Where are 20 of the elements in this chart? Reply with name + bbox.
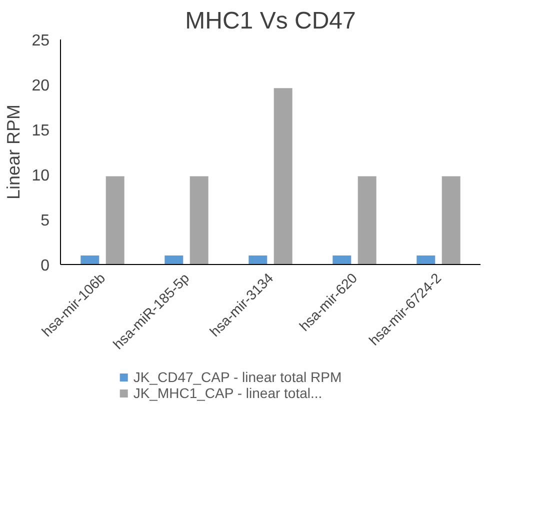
bar <box>190 176 208 264</box>
y-tick-label: 15 <box>32 122 50 140</box>
bar <box>332 256 352 264</box>
bar <box>416 256 436 264</box>
chart-title: MHC1 Vs CD47 <box>185 8 356 34</box>
bar <box>442 176 460 264</box>
bar <box>358 176 376 264</box>
bar <box>164 256 184 264</box>
bar <box>248 256 268 264</box>
y-tick-label: 5 <box>40 212 50 230</box>
legend-label: JK_CD47_CAP - linear total RPM <box>133 369 342 385</box>
y-tick-label: 0 <box>40 258 50 274</box>
legend-label: JK_MHC1_CAP - linear total... <box>133 385 322 401</box>
y-tick-label: 25 <box>32 32 50 50</box>
bar <box>274 88 292 264</box>
y-tick-label: 20 <box>32 78 50 94</box>
y-axis-title: Linear RPM <box>4 104 24 200</box>
y-tick-label: 10 <box>32 168 50 184</box>
bar <box>80 256 100 264</box>
bar <box>106 176 124 264</box>
